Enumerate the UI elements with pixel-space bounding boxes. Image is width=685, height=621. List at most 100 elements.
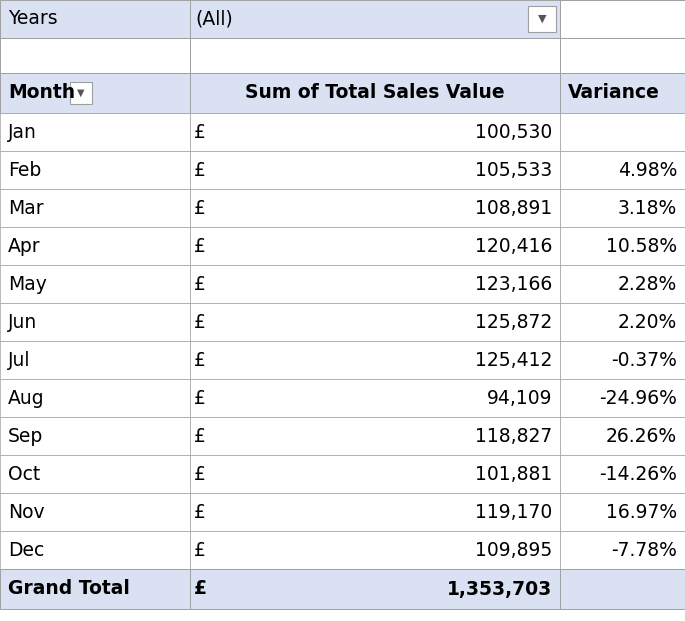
Bar	[560, 493, 685, 531]
Text: Aug: Aug	[8, 389, 45, 407]
Bar	[190, 303, 560, 341]
Text: -24.96%: -24.96%	[599, 389, 677, 407]
Bar	[0, 531, 190, 569]
Text: Sep: Sep	[8, 427, 43, 445]
Text: £: £	[194, 350, 206, 369]
Bar	[70, 82, 92, 104]
Bar	[190, 455, 560, 493]
Bar	[0, 455, 190, 493]
Bar	[560, 73, 685, 113]
Bar	[560, 379, 685, 417]
Text: £: £	[194, 579, 207, 599]
Text: (All): (All)	[195, 9, 233, 29]
Text: 2.28%: 2.28%	[618, 274, 677, 294]
Text: 16.97%: 16.97%	[606, 502, 677, 522]
Bar	[0, 38, 190, 73]
Text: Variance: Variance	[568, 83, 660, 102]
Bar	[0, 379, 190, 417]
Bar	[0, 417, 190, 455]
Text: 125,412: 125,412	[475, 350, 552, 369]
Text: £: £	[194, 274, 206, 294]
Bar	[528, 6, 556, 32]
Bar	[0, 227, 190, 265]
Bar	[0, 265, 190, 303]
Text: Sum of Total Sales Value: Sum of Total Sales Value	[245, 83, 505, 102]
Bar	[0, 303, 190, 341]
Text: Nov: Nov	[8, 502, 45, 522]
Text: 109,895: 109,895	[475, 540, 552, 560]
Bar	[0, 189, 190, 227]
Bar	[190, 38, 560, 73]
Text: 118,827: 118,827	[475, 427, 552, 445]
Bar	[190, 151, 560, 189]
Bar	[560, 189, 685, 227]
Bar	[560, 265, 685, 303]
Text: Feb: Feb	[8, 160, 41, 179]
Bar	[190, 379, 560, 417]
Bar	[190, 265, 560, 303]
Text: £: £	[194, 427, 206, 445]
Bar	[560, 569, 685, 609]
Text: 26.26%: 26.26%	[606, 427, 677, 445]
Bar	[0, 151, 190, 189]
Bar	[0, 341, 190, 379]
Text: £: £	[194, 122, 206, 142]
Text: 1,353,703: 1,353,703	[447, 579, 552, 599]
Text: Jun: Jun	[8, 312, 37, 332]
Bar	[0, 113, 190, 151]
Bar	[560, 113, 685, 151]
Text: -0.37%: -0.37%	[611, 350, 677, 369]
Bar	[190, 569, 560, 609]
Bar	[560, 531, 685, 569]
Text: 4.98%: 4.98%	[618, 160, 677, 179]
Bar	[560, 341, 685, 379]
Text: 10.58%: 10.58%	[606, 237, 677, 255]
Bar	[560, 151, 685, 189]
Text: 120,416: 120,416	[475, 237, 552, 255]
Bar	[190, 417, 560, 455]
Bar	[190, 227, 560, 265]
Text: 3.18%: 3.18%	[618, 199, 677, 217]
Text: £: £	[194, 502, 206, 522]
Text: £: £	[194, 312, 206, 332]
Text: £: £	[194, 199, 206, 217]
Bar	[0, 0, 190, 38]
Text: -7.78%: -7.78%	[611, 540, 677, 560]
Text: Apr: Apr	[8, 237, 40, 255]
Text: Jul: Jul	[8, 350, 31, 369]
Bar	[190, 0, 560, 38]
Bar	[560, 417, 685, 455]
Bar	[560, 455, 685, 493]
Text: £: £	[194, 160, 206, 179]
Text: 125,872: 125,872	[475, 312, 552, 332]
Text: £: £	[194, 237, 206, 255]
Text: Jan: Jan	[8, 122, 37, 142]
Text: -14.26%: -14.26%	[599, 465, 677, 484]
Bar	[0, 493, 190, 531]
Bar	[560, 38, 685, 73]
Text: 105,533: 105,533	[475, 160, 552, 179]
Text: Grand Total: Grand Total	[8, 579, 130, 599]
Text: 100,530: 100,530	[475, 122, 552, 142]
Text: £: £	[194, 540, 206, 560]
Text: May: May	[8, 274, 47, 294]
Bar	[560, 227, 685, 265]
Bar	[0, 73, 190, 113]
Text: 108,891: 108,891	[475, 199, 552, 217]
Text: 119,170: 119,170	[475, 502, 552, 522]
Text: £: £	[194, 465, 206, 484]
Bar	[0, 569, 190, 609]
Text: ▼: ▼	[538, 14, 546, 24]
Bar	[560, 303, 685, 341]
Text: Dec: Dec	[8, 540, 45, 560]
Bar	[190, 531, 560, 569]
Bar	[190, 113, 560, 151]
Bar	[190, 341, 560, 379]
Bar	[190, 189, 560, 227]
Text: 94,109: 94,109	[486, 389, 552, 407]
Text: ▼: ▼	[77, 88, 85, 98]
Bar	[190, 73, 560, 113]
Text: Month: Month	[8, 83, 75, 102]
Text: £: £	[194, 389, 206, 407]
Text: 123,166: 123,166	[475, 274, 552, 294]
